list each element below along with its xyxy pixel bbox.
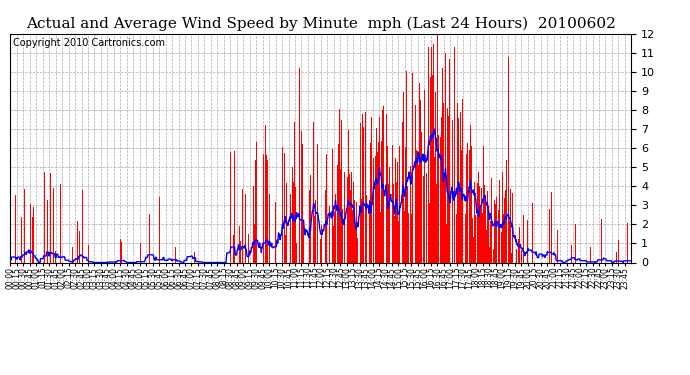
Text: Copyright 2010 Cartronics.com: Copyright 2010 Cartronics.com bbox=[14, 38, 166, 48]
Title: Actual and Average Wind Speed by Minute  mph (Last 24 Hours)  20100602: Actual and Average Wind Speed by Minute … bbox=[26, 17, 615, 31]
